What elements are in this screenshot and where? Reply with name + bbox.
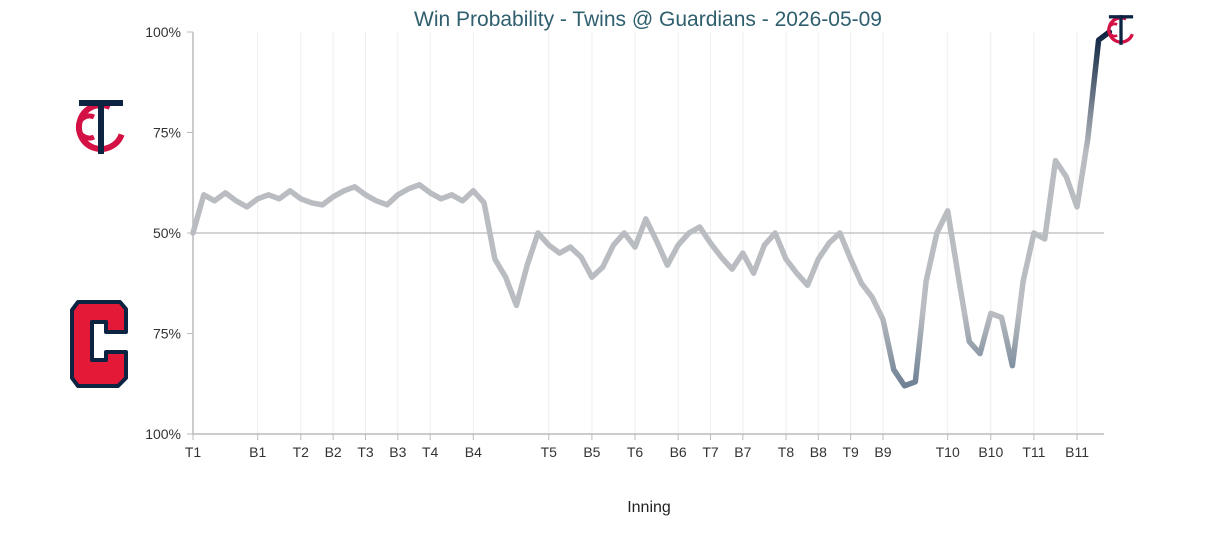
x-tick-label: B1: [249, 444, 266, 460]
y-tick-label: 75%: [153, 326, 181, 342]
y-tick-label: 75%: [153, 125, 181, 141]
x-tick-label: B6: [670, 444, 687, 460]
axes: [192, 32, 1104, 435]
x-tick-label: T8: [778, 444, 795, 460]
y-tick-label: 100%: [145, 24, 181, 40]
guardians-c-logo: [70, 300, 128, 388]
x-tick-label: B2: [325, 444, 342, 460]
series-group: [190, 29, 1113, 389]
x-tick-label: T3: [357, 444, 374, 460]
x-tick-label: T9: [842, 444, 859, 460]
x-tick-label: T7: [702, 444, 719, 460]
y-tick-label: 50%: [153, 225, 181, 241]
x-tick-label: T2: [293, 444, 310, 460]
x-tick-label: B11: [1065, 444, 1089, 460]
win-probability-line: [190, 29, 1113, 389]
x-tick-label: B4: [465, 444, 482, 460]
x-tick-label: T6: [627, 444, 644, 460]
x-tick-label: B7: [734, 444, 751, 460]
x-axis-label: Inning: [627, 499, 671, 516]
x-tick-label: T5: [541, 444, 558, 460]
twins-end-marker-icon: [1107, 15, 1135, 45]
x-axis-ticks: T1 B1 T2 B2 T3 B3 T4 B4 T5 B5 T6 B6 T7 B7 T8 B8 T9 B9 T10 B…: [185, 434, 1089, 460]
x-tick-label: B3: [389, 444, 406, 460]
x-tick-label: T4: [422, 444, 439, 460]
x-tick-label: B5: [583, 444, 600, 460]
x-tick-label: T11: [1022, 444, 1045, 460]
y-tick-label: 100%: [145, 426, 181, 442]
x-tick-label: T10: [936, 444, 960, 460]
chart-title: Win Probability - Twins @ Guardians - 20…: [414, 8, 882, 31]
x-tick-label: B10: [978, 444, 1003, 460]
twins-tc-logo: [75, 100, 126, 154]
x-tick-label: T1: [185, 444, 202, 460]
x-tick-label: B8: [810, 444, 827, 460]
x-tick-label: B9: [874, 444, 891, 460]
y-axis-ticks: 100% 75% 50% 75% 100%: [145, 24, 193, 442]
